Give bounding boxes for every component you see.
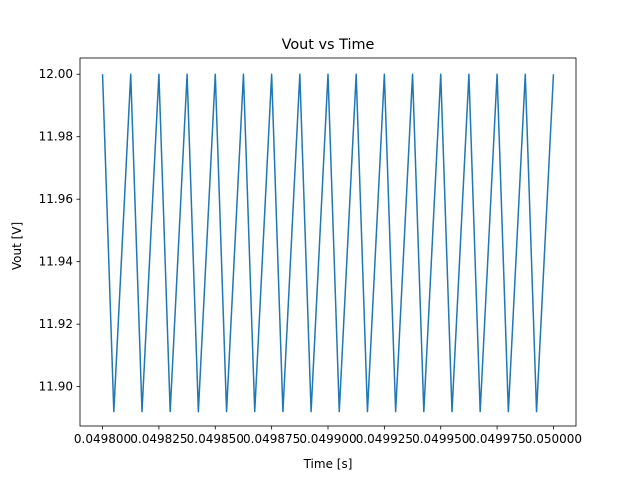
y-tick-label: 11.94 — [39, 255, 73, 269]
y-tick-label: 11.90 — [39, 380, 73, 394]
x-tick-label: 0.049850 — [187, 432, 244, 446]
y-axis-label: Vout [V] — [10, 222, 24, 270]
x-tick-label: 0.050000 — [525, 432, 582, 446]
y-tick-label: 12.00 — [39, 67, 73, 81]
x-tick-label: 0.049925 — [356, 432, 413, 446]
plot-area — [101, 73, 555, 413]
x-tick-label: 0.049825 — [130, 432, 187, 446]
y-axis: 11.90 11.92 11.94 11.96 11.98 12.00 — [39, 67, 80, 394]
x-tick-label: 0.049900 — [299, 432, 356, 446]
chart-title: Vout vs Time — [282, 37, 375, 53]
x-tick-label: 0.049975 — [468, 432, 525, 446]
y-tick-label: 11.96 — [39, 192, 73, 206]
axes-frame — [79, 57, 577, 427]
x-tick-label: 0.049875 — [243, 432, 300, 446]
series-line-0 — [101, 73, 555, 413]
x-axis: 0.049800 0.049825 0.049850 0.049875 0.049900… — [74, 426, 582, 446]
y-tick-label: 11.92 — [39, 317, 73, 331]
x-axis-label: Time [s] — [303, 457, 353, 471]
x-tick-label: 0.049950 — [412, 432, 469, 446]
x-tick-label: 0.049800 — [74, 432, 131, 446]
y-tick-label: 11.98 — [39, 130, 73, 144]
